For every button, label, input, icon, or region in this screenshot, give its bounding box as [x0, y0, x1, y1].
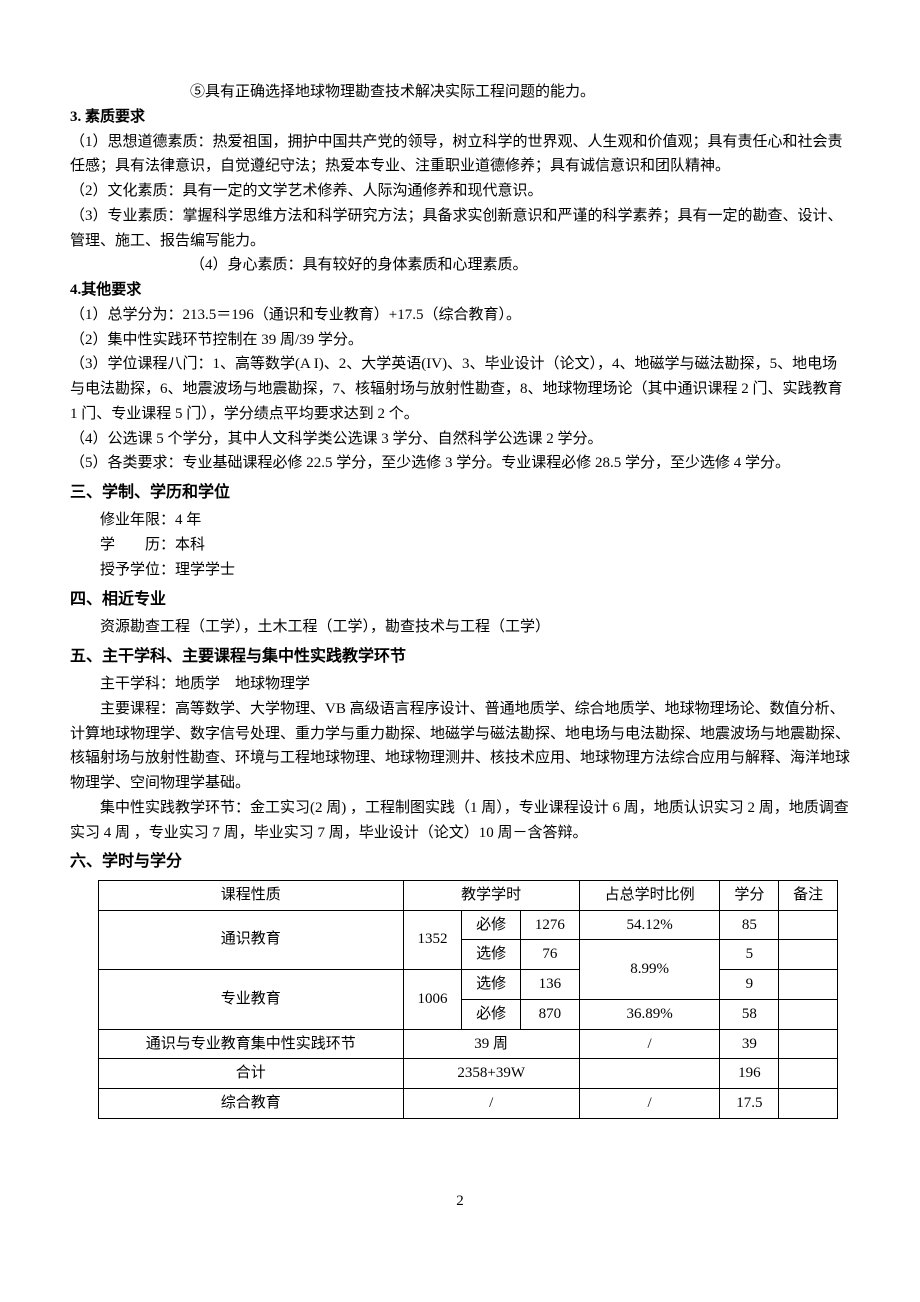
- section-4-title: 4.其他要求: [70, 278, 850, 303]
- cell: 54.12%: [579, 910, 720, 940]
- cell: /: [403, 1089, 579, 1119]
- sec3-item-1: （1）思想道德素质：热爱祖国，拥护中国共产党的领导，树立科学的世界观、人生观和价…: [70, 130, 850, 180]
- sec4-item-1: （1）总学分为：213.5＝196（通识和专业教育）+17.5（综合教育）。: [70, 303, 850, 328]
- cell: 58: [720, 999, 779, 1029]
- related-majors: 资源勘查工程（工学），土木工程（工学），勘查技术与工程（工学）: [70, 615, 850, 640]
- table-row: 综合教育 / / 17.5: [99, 1089, 838, 1119]
- table-header-row: 课程性质 教学学时 占总学时比例 学分 备注: [99, 880, 838, 910]
- cell: 870: [521, 999, 580, 1029]
- cell: [779, 970, 838, 1000]
- cell: [779, 940, 838, 970]
- main-courses: 主要课程：高等数学、大学物理、VB 高级语言程序设计、普通地质学、综合地质学、地…: [70, 697, 850, 796]
- table-row: 通识与专业教育集中性实践环节 39 周 / 39: [99, 1029, 838, 1059]
- sec4-item-4: （4）公选课 5 个学分，其中人文科学类公选课 3 学分、自然科学公选课 2 学…: [70, 427, 850, 452]
- degree-level: 学 历：本科: [70, 533, 850, 558]
- th-percentage: 占总学时比例: [579, 880, 720, 910]
- heading-6: 六、学时与学分: [70, 849, 850, 875]
- sec3-item-2: （2）文化素质：具有一定的文学艺术修养、人际沟通修养和现代意识。: [70, 179, 850, 204]
- cell: 选修: [462, 970, 521, 1000]
- cell-comprehensive: 综合教育: [99, 1089, 404, 1119]
- cell: 选修: [462, 940, 521, 970]
- ability-item-5: ⑤具有正确选择地球物理勘查技术解决实际工程问题的能力。: [70, 80, 850, 105]
- cell: 85: [720, 910, 779, 940]
- cell: [779, 910, 838, 940]
- cell: [779, 1059, 838, 1089]
- sec3-item-4: （4）身心素质：具有较好的身体素质和心理素质。: [70, 253, 850, 278]
- section-3-title: 3. 素质要求: [70, 105, 850, 130]
- cell: /: [579, 1089, 720, 1119]
- heading-4: 四、相近专业: [70, 587, 850, 613]
- cell: 76: [521, 940, 580, 970]
- cell: 必修: [462, 910, 521, 940]
- cell: [779, 999, 838, 1029]
- cell: [779, 1029, 838, 1059]
- th-teaching-hours: 教学学时: [403, 880, 579, 910]
- cell: 39: [720, 1029, 779, 1059]
- cell: 136: [521, 970, 580, 1000]
- cell: 36.89%: [579, 999, 720, 1029]
- th-credits: 学分: [720, 880, 779, 910]
- cell: 196: [720, 1059, 779, 1089]
- table-row: 合计 2358+39W 196: [99, 1059, 838, 1089]
- sec4-item-5: （5）各类要求：专业基础课程必修 22.5 学分，至少选修 3 学分。专业课程必…: [70, 451, 850, 476]
- practice-segments: 集中性实践教学环节：金工实习(2 周) ，工程制图实践（1 周），专业课程设计 …: [70, 796, 850, 846]
- cell: 1006: [403, 970, 462, 1030]
- sec4-item-3: （3）学位课程八门：1、高等数学(A I)、2、大学英语(IV)、3、毕业设计（…: [70, 352, 850, 426]
- th-remarks: 备注: [779, 880, 838, 910]
- cell: 17.5: [720, 1089, 779, 1119]
- th-course-type: 课程性质: [99, 880, 404, 910]
- cell: 1352: [403, 910, 462, 970]
- heading-3: 三、学制、学历和学位: [70, 480, 850, 506]
- table-row: 专业教育 1006 选修 136 9: [99, 970, 838, 1000]
- cell: 8.99%: [579, 940, 720, 1000]
- cell: 必修: [462, 999, 521, 1029]
- study-years: 修业年限：4 年: [70, 508, 850, 533]
- cell: [579, 1059, 720, 1089]
- cell: 2358+39W: [403, 1059, 579, 1089]
- page-number: 2: [70, 1189, 850, 1214]
- cell: 5: [720, 940, 779, 970]
- table-row: 通识教育 1352 必修 1276 54.12% 85: [99, 910, 838, 940]
- cell: [779, 1089, 838, 1119]
- sec3-item-3: （3）专业素质：掌握科学思维方法和科学研究方法；具备求实创新意识和严谨的科学素养…: [70, 204, 850, 254]
- credit-hours-table: 课程性质 教学学时 占总学时比例 学分 备注 通识教育 1352 必修 1276…: [98, 880, 838, 1119]
- cell-major-edu: 专业教育: [99, 970, 404, 1030]
- cell: 9: [720, 970, 779, 1000]
- cell-general-edu: 通识教育: [99, 910, 404, 970]
- sec4-item-2: （2）集中性实践环节控制在 39 周/39 学分。: [70, 328, 850, 353]
- cell: 39 周: [403, 1029, 579, 1059]
- heading-5: 五、主干学科、主要课程与集中性实践教学环节: [70, 644, 850, 670]
- main-discipline: 主干学科：地质学 地球物理学: [70, 672, 850, 697]
- cell-practice: 通识与专业教育集中性实践环节: [99, 1029, 404, 1059]
- cell: 1276: [521, 910, 580, 940]
- cell: /: [579, 1029, 720, 1059]
- cell-total: 合计: [99, 1059, 404, 1089]
- degree-awarded: 授予学位：理学学士: [70, 558, 850, 583]
